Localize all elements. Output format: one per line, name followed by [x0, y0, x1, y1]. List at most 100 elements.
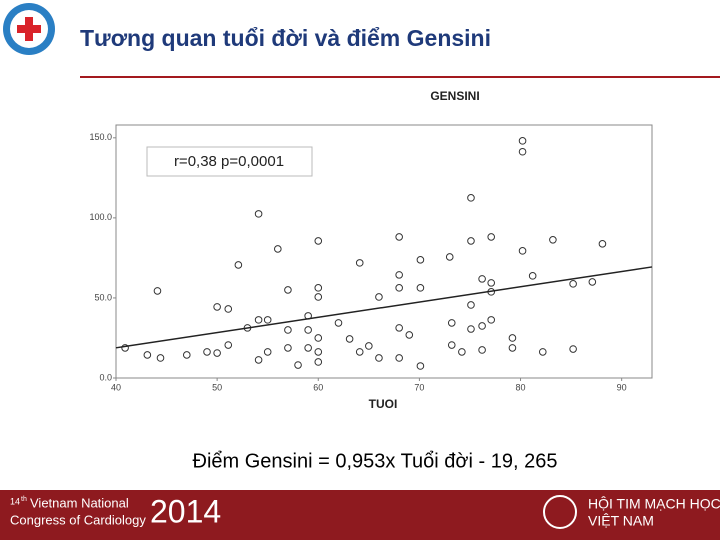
point — [395, 354, 403, 362]
point — [467, 301, 475, 309]
footer-line2: Congress of Cardiology — [10, 512, 146, 527]
x-tick-label: 40 — [111, 382, 121, 392]
point — [263, 348, 272, 356]
point — [478, 346, 486, 354]
footer-suffix: th — [21, 496, 27, 503]
point — [254, 316, 263, 324]
x-tick-label: 70 — [414, 382, 424, 392]
association-logo — [543, 495, 577, 529]
point — [203, 348, 211, 356]
point — [213, 349, 221, 357]
point — [467, 325, 475, 333]
point — [156, 354, 165, 362]
point — [254, 356, 263, 364]
point — [304, 344, 312, 352]
x-tick-label: 80 — [516, 382, 526, 392]
point — [284, 286, 292, 294]
point — [314, 334, 323, 342]
point — [467, 194, 475, 202]
point — [416, 284, 425, 292]
point — [518, 137, 527, 145]
point — [487, 316, 496, 324]
slide-title: Tương quan tuổi đời và điểm Gensini — [80, 25, 491, 51]
point — [263, 316, 272, 324]
point — [314, 284, 323, 292]
point — [254, 210, 263, 218]
point — [478, 275, 486, 283]
point — [274, 245, 282, 253]
x-tick-label: 50 — [212, 382, 222, 392]
point — [588, 278, 597, 286]
point — [345, 335, 354, 343]
logo — [3, 3, 55, 55]
point — [355, 259, 364, 267]
point — [213, 303, 221, 311]
association-line1: HỘI TIM MẠCH HỌC — [588, 496, 720, 512]
plot-frame — [115, 124, 653, 379]
point — [549, 236, 557, 244]
annotation-box — [146, 146, 313, 177]
point — [569, 280, 577, 288]
equation: Điểm Gensini = 0,953x Tuổi đời - 19, 265 — [193, 450, 558, 472]
y-tick-label: 0.0 — [99, 372, 112, 382]
point — [334, 319, 343, 327]
point — [447, 319, 456, 327]
point — [314, 293, 323, 301]
annotation: r=0,38 p=0,0001 — [174, 153, 284, 170]
association-line2: VIỆT NAM — [588, 513, 654, 529]
point — [528, 272, 537, 280]
point — [375, 354, 383, 362]
point — [355, 348, 364, 356]
point — [294, 361, 302, 369]
point — [395, 284, 403, 292]
point — [487, 233, 496, 241]
x-tick-label: 90 — [617, 382, 627, 392]
chart-title: GENSINI — [430, 89, 479, 103]
point — [153, 287, 162, 295]
point — [405, 331, 414, 339]
point — [284, 344, 292, 352]
point — [395, 233, 403, 241]
point — [395, 271, 403, 279]
point — [416, 362, 425, 370]
point — [508, 334, 517, 342]
point — [447, 341, 456, 349]
footer-line1: Vietnam National — [30, 495, 129, 510]
point — [538, 348, 547, 356]
point — [375, 293, 383, 301]
point — [445, 253, 454, 261]
footer-band — [0, 490, 720, 540]
point — [121, 344, 129, 352]
point — [508, 344, 517, 352]
point — [143, 351, 152, 359]
y-tick-label: 50.0 — [94, 292, 112, 302]
point — [478, 322, 486, 330]
y-tick-label: 150.0 — [89, 132, 112, 142]
point — [487, 279, 496, 287]
point — [569, 345, 577, 353]
point — [458, 348, 466, 356]
x-axis-label: TUOI — [369, 397, 398, 411]
point — [314, 358, 323, 366]
point — [224, 341, 233, 349]
point — [467, 237, 475, 245]
point — [314, 348, 323, 356]
point — [518, 247, 527, 255]
point — [284, 326, 292, 334]
point — [234, 261, 243, 269]
point — [395, 324, 403, 332]
point — [224, 305, 233, 313]
point — [314, 237, 323, 245]
point — [365, 342, 373, 350]
trend-line — [115, 266, 653, 349]
point — [598, 240, 607, 248]
x-tick-label: 60 — [313, 382, 323, 392]
footer-ordinal: 14 — [10, 496, 20, 506]
point — [304, 326, 312, 334]
footer-year: 2014 — [150, 493, 221, 529]
point — [518, 147, 527, 156]
y-tick-label: 100.0 — [89, 212, 112, 222]
point — [416, 256, 425, 264]
